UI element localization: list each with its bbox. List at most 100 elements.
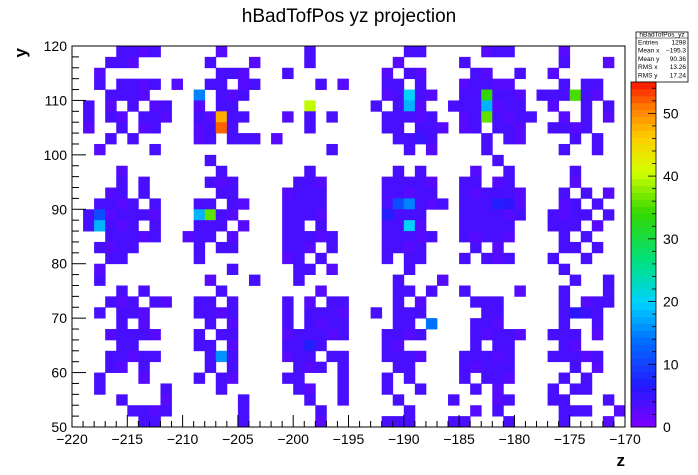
heatmap-cell — [569, 209, 582, 221]
heatmap-cell — [470, 231, 482, 243]
heatmap-cell — [602, 187, 615, 199]
heatmap-cell — [414, 383, 427, 395]
heatmap-cell — [403, 111, 416, 123]
heatmap-cell — [304, 318, 316, 330]
heatmap-cell — [215, 307, 228, 319]
heatmap-cell — [470, 296, 482, 308]
heatmap-cell — [448, 416, 460, 428]
palette-swatch — [631, 178, 656, 186]
heatmap-cell — [105, 100, 117, 112]
heatmap-cell — [83, 111, 95, 123]
heatmap-cell — [326, 307, 338, 319]
heatmap-cell — [370, 307, 383, 319]
palette-swatch — [631, 226, 656, 235]
heatmap-cell — [392, 165, 405, 178]
heatmap-cell — [381, 78, 394, 90]
heatmap-cell — [138, 176, 150, 188]
heatmap-cell — [569, 165, 582, 178]
palette-swatch — [631, 385, 656, 393]
palette-swatch — [631, 144, 656, 152]
heatmap-cell — [392, 209, 405, 221]
heatmap-cell — [315, 220, 327, 232]
heatmap-cell — [127, 339, 139, 352]
heatmap-cell — [414, 220, 427, 232]
heatmap-cell — [149, 296, 161, 308]
heatmap-cell — [304, 231, 316, 243]
heatmap-cell — [304, 329, 316, 341]
palette-tick-label: 50 — [663, 105, 679, 121]
heatmap-cell — [116, 198, 128, 210]
heatmap-cell — [149, 329, 161, 341]
palette-swatch — [631, 316, 656, 324]
heatmap-cell — [414, 165, 427, 178]
heatmap-cell — [492, 154, 504, 167]
y-axis-title: y — [11, 47, 30, 57]
heatmap-cell — [392, 241, 405, 254]
x-tick-label: −205 — [222, 431, 254, 447]
heatmap-cell — [425, 133, 438, 145]
heatmap-cell — [492, 318, 504, 330]
heatmap-cell — [492, 241, 504, 254]
heatmap-cell — [569, 361, 582, 373]
heatmap-cell — [116, 78, 128, 90]
palette-swatch — [631, 371, 656, 380]
heatmap-cell — [193, 198, 206, 210]
heatmap-cell — [381, 252, 394, 265]
heatmap-cell — [138, 231, 150, 243]
x-tick-label: −220 — [56, 431, 88, 447]
heatmap-cell — [392, 187, 405, 199]
heatmap-cell — [215, 176, 228, 188]
heatmap-cell — [193, 89, 206, 101]
heatmap-cell — [414, 133, 427, 145]
heatmap-cell — [558, 329, 571, 341]
heatmap-cell — [459, 220, 471, 232]
heatmap-cell — [459, 416, 471, 428]
heatmap-cell — [503, 209, 515, 221]
heatmap-cell — [470, 100, 482, 112]
heatmap-cell — [248, 78, 261, 90]
heatmap-cell — [105, 133, 117, 145]
heatmap-cell — [492, 296, 504, 308]
heatmap-cell — [138, 122, 150, 134]
heatmap-cell — [138, 209, 150, 221]
heatmap-cell — [525, 111, 537, 123]
heatmap-cell — [304, 241, 316, 254]
heatmap-cell — [569, 241, 582, 254]
x-tick-label: −170 — [609, 431, 641, 447]
heatmap-cell — [138, 307, 150, 319]
heatmap-cell — [204, 220, 217, 232]
heatmap-cell — [470, 122, 482, 134]
heatmap-cell — [503, 220, 515, 232]
heatmap-cell — [425, 122, 438, 134]
heatmap-cell — [414, 122, 427, 134]
heatmap-cell — [470, 78, 482, 90]
heatmap-cell — [492, 78, 504, 90]
heatmap-cell — [105, 350, 117, 363]
heatmap-cell — [381, 89, 394, 101]
heatmap-cell — [558, 78, 571, 90]
heatmap-cell — [193, 307, 206, 319]
heatmap-cell — [481, 67, 493, 80]
palette-swatch — [631, 116, 656, 124]
heatmap-cell — [459, 231, 471, 243]
stats-label: Mean x — [638, 48, 660, 55]
heatmap-cell — [459, 187, 471, 199]
heatmap-cell — [204, 111, 217, 123]
palette-swatch — [631, 247, 656, 255]
heatmap-cell — [315, 318, 327, 330]
heatmap-cell — [492, 252, 504, 265]
heatmap-cell — [381, 111, 394, 123]
heatmap-cell — [558, 350, 571, 363]
heatmap-cell — [558, 394, 571, 406]
heatmap-cell — [459, 209, 471, 221]
heatmap-cell — [226, 296, 239, 308]
x-tick-label: −180 — [499, 431, 531, 447]
heatmap-cell — [414, 241, 427, 254]
heatmap-cell — [459, 285, 471, 297]
heatmap-cell — [481, 329, 493, 341]
heatmap-cell — [392, 350, 405, 363]
heatmap-cell — [547, 220, 560, 232]
heatmap-cell — [591, 220, 604, 232]
heatmap-cell — [514, 67, 526, 80]
heatmap-cell — [293, 274, 305, 286]
